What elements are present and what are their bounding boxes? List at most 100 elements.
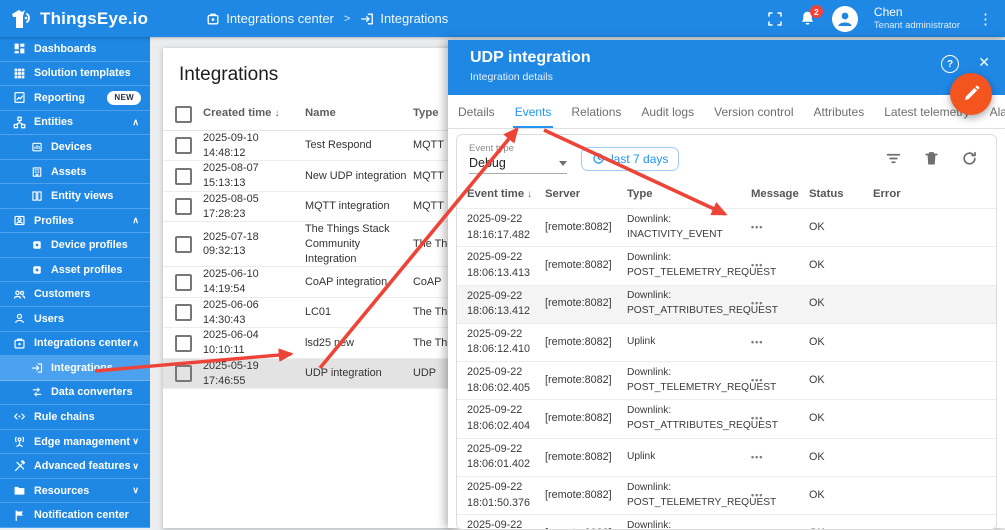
event-row[interactable]: 2025-09-22 18:06:13.412 [remote:8082] Dow… [457,284,996,323]
sidebar-item-dashboards[interactable]: Dashboards [0,37,150,62]
event-time-cell: 2025-09-22 18:01:50.376 [467,480,531,509]
sidebar-item-resources[interactable]: Resources ∨ [0,479,150,504]
kebab-menu-icon[interactable]: ⋮ [978,10,993,28]
sidebar-item-data-converters[interactable]: Data converters [0,381,150,406]
column-type[interactable]: Type [413,107,439,120]
customers-icon [13,288,26,301]
integration-row[interactable]: 2025-06-04 10:10:11 lsd25 new The Things [163,328,453,359]
column-event-time[interactable]: Event time ↓ [467,188,533,200]
message-expand-button[interactable]: ••• [751,489,764,500]
message-expand-button[interactable]: ••• [751,298,764,309]
sidebar-item-users[interactable]: Users [0,307,150,332]
tab-latest-telemetry[interactable]: Latest telemetry [884,104,970,119]
event-row[interactable]: 2025-09-22 18:01:50.376 [remote:8082] Dow… [457,475,996,514]
sidebar-item-device-profiles[interactable]: Device profiles [0,233,150,258]
sidebar-item-label: Dashboards [34,42,97,55]
event-row[interactable]: 2025-09-22 18:06:02.404 [remote:8082] Dow… [457,399,996,437]
name-cell: LC01 [305,306,332,319]
event-row[interactable]: 2025-09-22 18:06:02.405 [remote:8082] Dow… [457,361,996,399]
message-expand-button[interactable]: ••• [751,374,764,385]
notifications-bell-icon[interactable]: 2 [799,5,823,27]
column-created-time[interactable]: Created time ↓ [203,107,280,120]
sidebar-item-assets[interactable]: Assets [0,160,150,185]
sidebar-item-asset-profiles[interactable]: Asset profiles [0,258,150,283]
integrations-center-icon [13,337,26,350]
trash-icon[interactable] [923,150,940,167]
sidebar-item-edge-management[interactable]: Edge management ∨ [0,430,150,455]
sidebar-item-entity-views[interactable]: Entity views [0,184,150,209]
close-icon[interactable]: ✕ [978,54,990,70]
integration-row[interactable]: 2025-07-18 09:32:13 The Things Stack Com… [163,222,453,268]
fullscreen-icon[interactable] [767,11,783,27]
sidebar-item-integrations-center[interactable]: Integrations center ∧ [0,332,150,357]
message-expand-button[interactable]: ••• [751,336,764,347]
integrations-center-icon [206,12,220,26]
column-message[interactable]: Message [751,188,799,200]
avatar[interactable] [831,5,858,32]
row-checkbox[interactable] [175,235,192,253]
message-expand-button[interactable]: ••• [751,260,764,271]
sidebar-item-advanced-features[interactable]: Advanced features ∨ [0,454,150,479]
refresh-icon[interactable] [961,150,978,167]
row-checkbox[interactable] [175,304,192,322]
integration-row[interactable]: 2025-08-05 17:28:23 MQTT integration MQT… [163,192,453,223]
integration-row[interactable]: 2025-09-10 14:48:12 Test Respond MQTT [163,131,453,162]
row-checkbox[interactable] [175,273,192,291]
sidebar-item-solution-templates[interactable]: Solution templates [0,62,150,87]
tab-details[interactable]: Details [458,104,495,119]
column-name[interactable]: Name [305,107,336,120]
integration-row[interactable]: 2025-06-10 14:19:54 CoAP integration CoA… [163,267,453,298]
tab-version-control[interactable]: Version control [714,104,794,119]
app-logo[interactable]: ThingsEye.io [0,8,148,30]
column-error[interactable]: Error [873,188,901,200]
help-icon[interactable]: ? [941,55,959,73]
integration-row[interactable]: 2025-06-06 14:30:43 LC01 The Things [163,298,453,329]
status-cell: OK [809,259,825,272]
created-cell: 2025-05-19 17:46:55 [203,359,259,387]
column-server[interactable]: Server [545,188,581,200]
sidebar-item-profiles[interactable]: Profiles ∧ [0,209,150,234]
message-expand-button[interactable]: ••• [751,413,764,424]
integration-row[interactable]: 2025-08-07 15:13:13 New UDP integration … [163,161,453,192]
breadcrumb-integrations-center[interactable]: Integrations center [206,11,334,26]
server-cell: [remote:8082] [545,373,612,386]
event-type-select[interactable]: Event type Debug [469,143,567,174]
sidebar-item-integrations[interactable]: Integrations [0,356,150,381]
select-all-checkbox[interactable] [175,105,192,123]
filter-icon[interactable] [885,150,902,167]
event-time-cell: 2025-09-22 18:06:02.405 [467,366,531,394]
tab-audit-logs[interactable]: Audit logs [641,104,695,119]
message-expand-button[interactable]: ••• [751,221,764,232]
sidebar-item-label: Integrations center [34,337,132,350]
sidebar-item-rule-chains[interactable]: Rule chains [0,405,150,430]
integrations-table-card: Integrations Created time ↓ Name Type 202… [163,48,453,528]
user-info[interactable]: Chen Tenant administrator [874,5,960,32]
event-row[interactable]: 2025-09-22 18:06:01.402 [remote:8082] Upl… [457,437,996,476]
event-row[interactable]: 2025-09-22 18:16:17.482 [remote:8082] Dow… [457,208,996,246]
sidebar-item-devices[interactable]: Devices [0,135,150,160]
row-checkbox[interactable] [175,334,192,352]
event-row[interactable]: 2025-09-22 18:06:13.413 [remote:8082] Dow… [457,246,996,284]
row-checkbox[interactable] [175,198,192,216]
time-window-button[interactable]: last 7 days [581,146,680,171]
message-expand-button[interactable]: ••• [751,451,764,462]
row-checkbox[interactable] [175,137,192,155]
edit-fab-button[interactable] [950,73,992,115]
tab-events[interactable]: Events [505,95,562,128]
column-status[interactable]: Status [809,188,844,200]
data-converters-icon [31,386,43,398]
tab-alarms[interactable]: Alarms [989,104,1005,119]
tab-relations[interactable]: Relations [571,104,622,119]
chevron-down-icon: ∨ [132,460,139,471]
event-row[interactable]: 2025-09-22 18:06:12.410 [remote:8082] Upl… [457,322,996,361]
breadcrumb-integrations[interactable]: Integrations [360,11,448,26]
sidebar-item-reporting[interactable]: Reporting NEW [0,86,150,111]
row-checkbox[interactable] [175,365,192,382]
integration-row-selected[interactable]: 2025-05-19 17:46:55 UDP integration UDP [163,358,453,390]
sidebar-item-notification-center[interactable]: Notification center [0,503,150,528]
sidebar-item-entities[interactable]: Entities ∧ [0,111,150,136]
row-checkbox[interactable] [175,167,192,185]
tab-attributes[interactable]: Attributes [813,104,865,119]
sidebar-item-customers[interactable]: Customers [0,282,150,308]
column-type[interactable]: Type [627,188,653,200]
